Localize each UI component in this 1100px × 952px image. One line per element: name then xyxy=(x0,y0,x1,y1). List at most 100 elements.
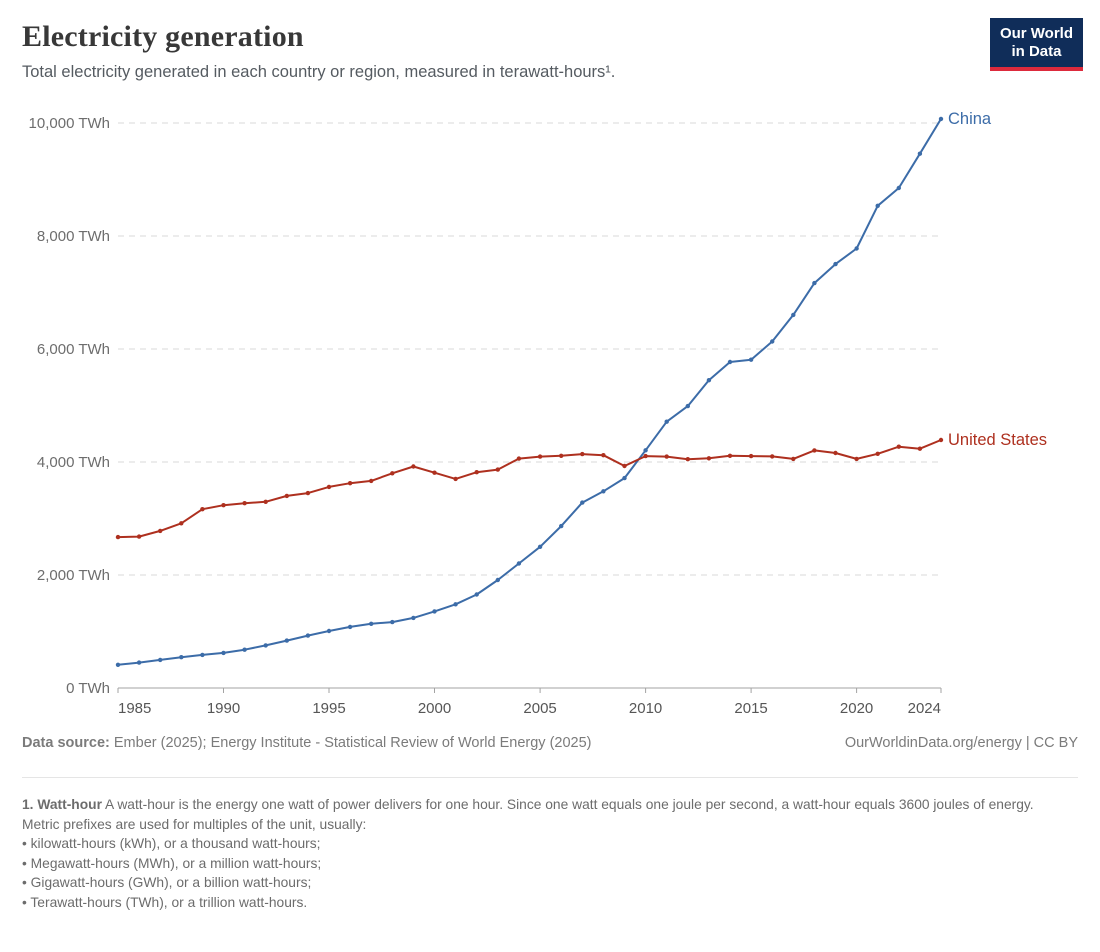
chart-subtitle: Total electricity generated in each coun… xyxy=(22,63,616,81)
point-united-states-1989[interactable] xyxy=(200,507,205,512)
x-tick-label: 2005 xyxy=(523,700,556,717)
point-china-2023[interactable] xyxy=(917,151,923,156)
y-tick-label: 8,000 TWh xyxy=(37,228,110,245)
point-china-2007[interactable] xyxy=(580,500,585,505)
point-china-2005[interactable] xyxy=(537,544,543,549)
footnote-lead: 1. Watt-hour xyxy=(22,797,102,812)
point-united-states-1999[interactable] xyxy=(411,464,416,469)
data-source-label: Data source: xyxy=(22,735,110,751)
point-united-states-2018[interactable] xyxy=(812,448,817,453)
point-china-2008[interactable] xyxy=(601,489,606,494)
point-united-states-2017[interactable] xyxy=(791,456,796,462)
point-united-states-2011[interactable] xyxy=(664,454,669,459)
point-china-1990[interactable] xyxy=(221,650,226,656)
line-china[interactable] xyxy=(117,118,942,666)
point-china-1996[interactable] xyxy=(347,624,353,630)
point-china-2017[interactable] xyxy=(791,312,796,318)
point-united-states-2012[interactable] xyxy=(685,457,690,462)
point-china-2009[interactable] xyxy=(622,475,627,481)
point-china-2003[interactable] xyxy=(495,577,500,583)
point-united-states-2001[interactable] xyxy=(453,476,458,482)
point-china-2011[interactable] xyxy=(664,419,669,424)
point-united-states-1992[interactable] xyxy=(263,499,268,504)
point-united-states-2013[interactable] xyxy=(706,456,712,461)
point-china-2015[interactable] xyxy=(748,357,754,362)
point-china-1989[interactable] xyxy=(200,652,205,658)
chart-svg[interactable]: 0 TWh 2,000 TWh 4,000 TWh 6,000 TWh 8,000 TW… xyxy=(0,95,1100,725)
point-china-2016[interactable] xyxy=(770,339,775,344)
point-china-2024[interactable] xyxy=(938,116,944,122)
point-united-states-1991[interactable] xyxy=(242,501,247,506)
point-united-states-2007[interactable] xyxy=(580,451,585,457)
point-united-states-2002[interactable] xyxy=(474,470,479,475)
point-united-states-1994[interactable] xyxy=(305,490,311,496)
point-china-2019[interactable] xyxy=(833,261,838,267)
point-china-2021[interactable] xyxy=(875,203,880,208)
point-united-states-1995[interactable] xyxy=(326,484,332,490)
footnote-metric-line: Metric prefixes are used for multiples o… xyxy=(22,816,367,832)
point-china-2010[interactable] xyxy=(643,448,648,453)
point-united-states-2014[interactable] xyxy=(727,453,733,458)
footnote-bullet: • kilowatt-hours (kWh), or a thousand wa… xyxy=(22,836,321,851)
x-tick-label: 1990 xyxy=(207,700,240,717)
point-china-2000[interactable] xyxy=(432,609,437,614)
point-china-2022[interactable] xyxy=(896,185,901,191)
point-united-states-2021[interactable] xyxy=(875,451,880,456)
point-china-1988[interactable] xyxy=(179,655,184,660)
point-china-1995[interactable] xyxy=(326,628,332,634)
point-china-2018[interactable] xyxy=(812,280,817,286)
point-united-states-1996[interactable] xyxy=(347,481,353,486)
point-china-2014[interactable] xyxy=(727,359,733,365)
point-china-1994[interactable] xyxy=(305,633,311,638)
point-china-1992[interactable] xyxy=(263,643,268,648)
point-china-1999[interactable] xyxy=(411,615,416,621)
point-united-states-1990[interactable] xyxy=(221,503,226,508)
point-united-states-1993[interactable] xyxy=(284,493,289,499)
point-united-states-2022[interactable] xyxy=(896,444,901,449)
point-china-2013[interactable] xyxy=(706,378,712,383)
point-china-2020[interactable] xyxy=(854,246,859,251)
x-tick-label: 2000 xyxy=(418,700,451,717)
y-tick-label: 2,000 TWh xyxy=(37,567,110,584)
point-china-1987[interactable] xyxy=(158,657,163,663)
point-china-2001[interactable] xyxy=(453,602,458,607)
point-united-states-1987[interactable] xyxy=(158,528,163,534)
point-united-states-2024[interactable] xyxy=(938,437,944,443)
point-united-states-2003[interactable] xyxy=(495,467,500,472)
point-united-states-1985[interactable] xyxy=(115,534,121,540)
point-united-states-2015[interactable] xyxy=(748,453,754,459)
point-china-1998[interactable] xyxy=(390,619,395,625)
point-united-states-2019[interactable] xyxy=(833,450,838,456)
point-united-states-1986[interactable] xyxy=(136,534,142,539)
x-tick-label: 1995 xyxy=(312,700,345,717)
point-united-states-1988[interactable] xyxy=(179,521,184,526)
point-united-states-2016[interactable] xyxy=(770,454,775,459)
point-united-states-2023[interactable] xyxy=(917,446,923,451)
point-united-states-1997[interactable] xyxy=(369,478,374,484)
y-tick-label: 6,000 TWh xyxy=(37,341,110,358)
point-china-1993[interactable] xyxy=(284,638,289,643)
line-united-states[interactable] xyxy=(117,439,942,539)
owid-logo[interactable]: Our World in Data xyxy=(989,18,1083,71)
point-united-states-2008[interactable] xyxy=(601,453,606,458)
point-united-states-1998[interactable] xyxy=(390,471,395,476)
footer-source-row: Data source: Ember (2025); Energy Instit… xyxy=(22,735,1078,757)
series-label-china[interactable]: China xyxy=(948,110,992,128)
point-china-2012[interactable] xyxy=(685,403,690,409)
point-united-states-2000[interactable] xyxy=(432,470,437,475)
series-label-united-states[interactable]: United States xyxy=(948,431,1047,449)
point-china-2004[interactable] xyxy=(516,561,522,566)
point-united-states-2004[interactable] xyxy=(516,456,522,461)
point-united-states-2010[interactable] xyxy=(643,453,648,459)
point-china-1997[interactable] xyxy=(369,621,374,626)
point-china-2006[interactable] xyxy=(559,523,564,529)
point-china-1986[interactable] xyxy=(136,660,142,665)
attribution-link[interactable]: OurWorldinData.org/energy | CC BY xyxy=(844,735,1078,751)
point-china-1985[interactable] xyxy=(115,662,121,667)
point-united-states-2009[interactable] xyxy=(622,463,627,469)
point-united-states-2006[interactable] xyxy=(559,453,564,458)
point-united-states-2005[interactable] xyxy=(537,454,543,459)
point-united-states-2020[interactable] xyxy=(854,456,859,462)
point-china-1991[interactable] xyxy=(242,647,247,652)
point-china-2002[interactable] xyxy=(474,592,479,597)
